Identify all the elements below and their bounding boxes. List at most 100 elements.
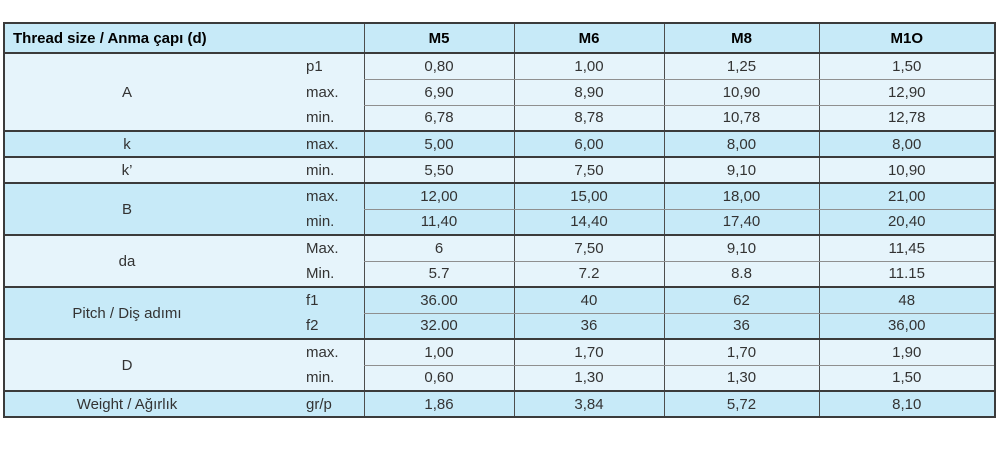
sublabel-cell: f1: [249, 287, 364, 313]
value-cell: 15,00: [513, 183, 664, 210]
value-cell: 10,90: [663, 79, 819, 106]
value-cell: 0,60: [363, 365, 514, 392]
sublabel-cell: min.: [249, 209, 364, 236]
value-cell: 5,00: [363, 131, 514, 158]
table-row: max. 6,90 8,90 10,90 12,90: [4, 79, 995, 106]
sublabel-cell: gr/p: [249, 391, 364, 418]
value-cell: 8,00: [818, 131, 995, 158]
value-cell: 6,90: [363, 79, 514, 106]
value-cell: 11,45: [818, 235, 995, 262]
value-cell: 20,40: [818, 209, 995, 236]
value-cell: 11,40: [363, 209, 514, 236]
value-cell: 1,30: [513, 365, 664, 392]
value-cell: 8,00: [663, 131, 819, 158]
value-cell: 1,50: [818, 53, 995, 80]
value-cell: 1,30: [663, 365, 819, 392]
sublabel-cell: min.: [249, 105, 364, 132]
value-cell: 1,00: [363, 339, 514, 366]
thread-spec-table: Thread size / Anma çapı (d) M5 M6 M8 M1O…: [3, 22, 996, 418]
value-cell: 8.8: [663, 261, 819, 288]
value-cell: 36: [663, 313, 819, 340]
value-cell: 36: [513, 313, 664, 340]
table-row: A p1 0,80 1,00 1,25 1,50: [4, 53, 995, 132]
value-cell: 12,90: [818, 79, 995, 106]
value-cell: 36.00: [363, 287, 514, 314]
value-cell: 62: [663, 287, 819, 314]
value-cell: 48: [818, 287, 995, 314]
table-title: Thread size / Anma çapı (d): [4, 23, 364, 54]
value-cell: 9,10: [663, 157, 819, 184]
table-row: f2 32.00 36 36 36,00: [4, 313, 995, 340]
param-cell-da: da: [4, 235, 249, 288]
value-cell: 1,70: [513, 339, 664, 366]
value-cell: 36,00: [818, 313, 995, 340]
value-cell: 1,70: [663, 339, 819, 366]
value-cell: 10,90: [818, 157, 995, 184]
value-cell: 32.00: [363, 313, 514, 340]
value-cell: 1,25: [663, 53, 819, 80]
table-row: k’ min. 5,50 7,50 9,10 10,90: [4, 157, 995, 184]
value-cell: 8,10: [818, 391, 995, 418]
value-cell: 11.15: [818, 261, 995, 288]
value-cell: 17,40: [663, 209, 819, 236]
value-cell: 12,00: [363, 183, 514, 210]
value-cell: 5,72: [663, 391, 819, 418]
table-row: D max. 1,00 1,70 1,70 1,90: [4, 339, 995, 392]
sublabel-cell: max.: [249, 339, 364, 365]
value-cell: 40: [513, 287, 664, 314]
sublabel-cell: f2: [249, 313, 364, 340]
value-cell: 1,50: [818, 365, 995, 392]
table-row: Min. 5.7 7.2 8.8 11.15: [4, 261, 995, 288]
param-cell-a: A: [4, 53, 249, 132]
column-header-m5: M5: [363, 23, 514, 54]
sublabel-cell: max.: [249, 131, 364, 158]
sublabel-cell: max.: [249, 79, 364, 105]
sublabel-cell: p1: [249, 53, 364, 79]
value-cell: 9,10: [663, 235, 819, 262]
param-cell-b: B: [4, 183, 249, 236]
param-cell-pitch: Pitch / Diş adımı: [4, 287, 249, 340]
value-cell: 5.7: [363, 261, 514, 288]
sublabel-cell: Min.: [249, 261, 364, 288]
table-row: Pitch / Diş adımı f1 36.00 40 62 48: [4, 287, 995, 340]
table-row: min. 11,40 14,40 17,40 20,40: [4, 209, 995, 236]
value-cell: 3,84: [513, 391, 664, 418]
value-cell: 1,86: [363, 391, 514, 418]
value-cell: 14,40: [513, 209, 664, 236]
value-cell: 5,50: [363, 157, 514, 184]
sublabel-cell: min.: [249, 157, 364, 184]
param-cell-k-prime: k’: [4, 157, 249, 184]
table-row: k max. 5,00 6,00 8,00 8,00: [4, 131, 995, 158]
column-header-m6: M6: [513, 23, 664, 54]
column-header-m8: M8: [663, 23, 819, 54]
value-cell: 1,00: [513, 53, 664, 80]
value-cell: 6: [363, 235, 514, 262]
value-cell: 12,78: [818, 105, 995, 132]
value-cell: 6,00: [513, 131, 664, 158]
value-cell: 21,00: [818, 183, 995, 210]
table-row: min. 0,60 1,30 1,30 1,50: [4, 365, 995, 392]
value-cell: 1,90: [818, 339, 995, 366]
value-cell: 8,78: [513, 105, 664, 132]
sublabel-cell: min.: [249, 365, 364, 392]
value-cell: 7,50: [513, 157, 664, 184]
value-cell: 0,80: [363, 53, 514, 80]
header-row: Thread size / Anma çapı (d) M5 M6 M8 M1O: [4, 23, 995, 54]
column-header-m10: M1O: [818, 23, 995, 54]
table-row: da Max. 6 7,50 9,10 11,45: [4, 235, 995, 288]
table-row: Weight / Ağırlık gr/p 1,86 3,84 5,72 8,1…: [4, 391, 995, 418]
value-cell: 6,78: [363, 105, 514, 132]
value-cell: 7,50: [513, 235, 664, 262]
table-row: B max. 12,00 15,00 18,00 21,00: [4, 183, 995, 236]
table-row: min. 6,78 8,78 10,78 12,78: [4, 105, 995, 132]
param-cell-weight: Weight / Ağırlık: [4, 391, 249, 418]
value-cell: 8,90: [513, 79, 664, 106]
value-cell: 10,78: [663, 105, 819, 132]
sublabel-cell: Max.: [249, 235, 364, 261]
value-cell: 18,00: [663, 183, 819, 210]
spec-table-container: Thread size / Anma çapı (d) M5 M6 M8 M1O…: [3, 22, 996, 418]
sublabel-cell: max.: [249, 183, 364, 209]
param-cell-k: k: [4, 131, 249, 158]
param-cell-d: D: [4, 339, 249, 392]
value-cell: 7.2: [513, 261, 664, 288]
